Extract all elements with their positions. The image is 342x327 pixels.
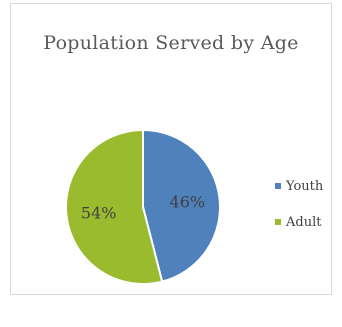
pie-slice-youth xyxy=(142,128,221,283)
legend-swatch-youth xyxy=(275,183,281,189)
pie-slice-adult xyxy=(65,128,164,285)
pie-slices xyxy=(65,128,221,285)
pie-slice-labels: 46% 54% xyxy=(81,192,205,222)
legend-label-adult: Adult xyxy=(285,215,322,230)
data-label-youth: 46% xyxy=(170,192,206,211)
legend-label-youth: Youth xyxy=(285,179,324,194)
data-label-adult: 54% xyxy=(81,204,117,223)
chart-legend: Youth Adult xyxy=(275,179,324,230)
legend-swatch-adult xyxy=(275,219,281,225)
chart-title: Population Served by Age xyxy=(43,32,299,54)
